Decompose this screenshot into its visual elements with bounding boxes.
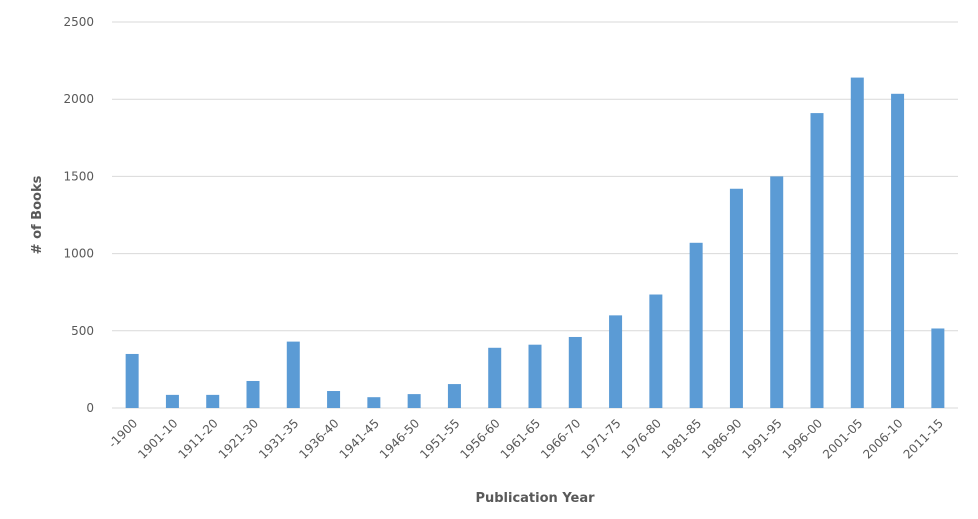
x-tick-label: 1971-75 xyxy=(578,416,623,461)
bar xyxy=(165,394,179,408)
bar xyxy=(407,394,421,408)
bar xyxy=(367,397,381,408)
x-tick-label: 2006-10 xyxy=(860,416,905,461)
bar xyxy=(125,353,139,408)
x-tick-label: 1901-10 xyxy=(135,416,180,461)
x-tick-label: 1996-00 xyxy=(780,416,825,461)
y-axis-title: # of Books xyxy=(30,175,45,254)
bar xyxy=(770,176,784,408)
bar xyxy=(447,384,461,408)
x-tick-label: 1951-55 xyxy=(417,416,462,461)
bar xyxy=(286,341,300,408)
bar xyxy=(729,188,743,408)
bar xyxy=(810,113,824,408)
x-tick-label: 1966-70 xyxy=(538,416,583,461)
x-tick-label: 1981-85 xyxy=(659,416,704,461)
x-tick-label: 1991-95 xyxy=(739,416,784,461)
bar xyxy=(488,347,502,408)
x-axis-title: Publication Year xyxy=(475,491,595,506)
y-tick-label: 2000 xyxy=(63,92,94,106)
x-tick-label: 1946-50 xyxy=(377,416,422,461)
x-tick-label: 1961-65 xyxy=(498,416,543,461)
y-tick-label: 2500 xyxy=(63,15,94,29)
x-tick-label: 1936-40 xyxy=(296,416,341,461)
x-tick-label: 1941-45 xyxy=(337,416,382,461)
x-tick-label: 1956-60 xyxy=(457,416,502,461)
bar xyxy=(327,391,341,408)
x-tick-label: 1911-20 xyxy=(175,416,220,461)
bar xyxy=(206,394,220,408)
bar xyxy=(850,77,864,409)
x-tick-label: 2011-15 xyxy=(901,416,946,461)
bar xyxy=(931,328,945,408)
x-tick-label: 1931-35 xyxy=(256,416,301,461)
y-tick-label: 500 xyxy=(71,324,94,338)
y-tick-label: 1000 xyxy=(63,247,94,261)
bar xyxy=(649,294,663,408)
bar xyxy=(609,315,623,408)
x-tick-label: 2001-05 xyxy=(820,416,865,461)
x-tick-label: 1986-90 xyxy=(699,416,744,461)
bar xyxy=(568,336,582,408)
bar xyxy=(891,93,905,409)
bar xyxy=(689,242,703,408)
y-tick-label: 1500 xyxy=(63,169,94,183)
x-tick-label: 1921-30 xyxy=(216,416,261,461)
x-tick-label: 1976-80 xyxy=(619,416,664,461)
bar xyxy=(528,344,542,408)
bar xyxy=(246,380,260,408)
x-tick-label: -1900 xyxy=(106,416,141,451)
y-tick-label: 0 xyxy=(86,401,94,415)
